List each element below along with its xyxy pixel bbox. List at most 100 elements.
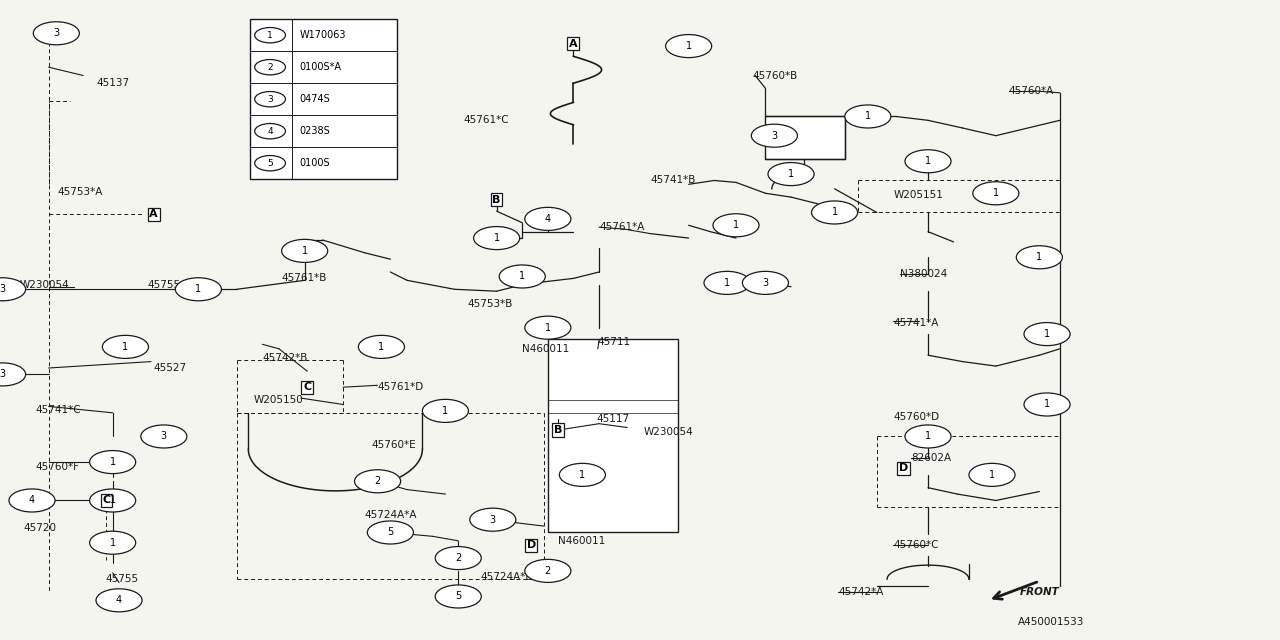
Text: D: D bbox=[899, 463, 909, 474]
Text: 4: 4 bbox=[29, 495, 35, 506]
Bar bbox=[548, 339, 678, 532]
Text: 1: 1 bbox=[686, 41, 691, 51]
Circle shape bbox=[102, 335, 148, 358]
Text: 1: 1 bbox=[832, 207, 837, 218]
Text: 45742*A: 45742*A bbox=[838, 587, 883, 597]
Text: 0474S: 0474S bbox=[300, 94, 330, 104]
Text: C: C bbox=[102, 495, 110, 506]
Text: 45753*B: 45753*B bbox=[467, 299, 512, 309]
Text: 0100S: 0100S bbox=[300, 158, 330, 168]
Circle shape bbox=[499, 265, 545, 288]
Circle shape bbox=[255, 124, 285, 139]
Text: 5: 5 bbox=[268, 159, 273, 168]
Circle shape bbox=[559, 463, 605, 486]
Text: 45760*E: 45760*E bbox=[371, 440, 416, 450]
Text: 45137: 45137 bbox=[96, 78, 129, 88]
Text: 2: 2 bbox=[375, 476, 380, 486]
Text: 1: 1 bbox=[123, 342, 128, 352]
Text: 1: 1 bbox=[580, 470, 585, 480]
Circle shape bbox=[175, 278, 221, 301]
Circle shape bbox=[255, 92, 285, 107]
Text: 1: 1 bbox=[379, 342, 384, 352]
Text: 45724A*A: 45724A*A bbox=[365, 510, 417, 520]
Text: 3: 3 bbox=[763, 278, 768, 288]
Text: 1: 1 bbox=[110, 495, 115, 506]
Text: W170063: W170063 bbox=[300, 30, 346, 40]
Text: 4: 4 bbox=[545, 214, 550, 224]
Circle shape bbox=[422, 399, 468, 422]
Circle shape bbox=[9, 489, 55, 512]
Text: 45760*C: 45760*C bbox=[893, 540, 940, 550]
Text: W230054: W230054 bbox=[644, 427, 694, 437]
Circle shape bbox=[1024, 393, 1070, 416]
Text: 0100S*A: 0100S*A bbox=[300, 62, 342, 72]
Circle shape bbox=[525, 559, 571, 582]
Circle shape bbox=[141, 425, 187, 448]
Text: 1: 1 bbox=[865, 111, 870, 122]
Text: 0238S: 0238S bbox=[300, 126, 330, 136]
Text: 1: 1 bbox=[989, 470, 995, 480]
Text: 3: 3 bbox=[772, 131, 777, 141]
Text: 1: 1 bbox=[520, 271, 525, 282]
Text: C: C bbox=[303, 382, 311, 392]
Text: 45753*A: 45753*A bbox=[58, 187, 102, 197]
Circle shape bbox=[973, 182, 1019, 205]
Text: 45760*D: 45760*D bbox=[893, 412, 940, 422]
Text: W205150: W205150 bbox=[253, 395, 303, 405]
Text: B: B bbox=[493, 195, 500, 205]
Text: 45741*B: 45741*B bbox=[650, 175, 695, 186]
Text: N460011: N460011 bbox=[558, 536, 605, 546]
Text: 45117: 45117 bbox=[596, 414, 630, 424]
Text: 3: 3 bbox=[161, 431, 166, 442]
Circle shape bbox=[255, 156, 285, 171]
Text: 1: 1 bbox=[110, 457, 115, 467]
Text: 1: 1 bbox=[788, 169, 794, 179]
Circle shape bbox=[713, 214, 759, 237]
Circle shape bbox=[0, 363, 26, 386]
Circle shape bbox=[905, 150, 951, 173]
Text: 2: 2 bbox=[268, 63, 273, 72]
Circle shape bbox=[1024, 323, 1070, 346]
Bar bbox=[250, 19, 397, 179]
Circle shape bbox=[282, 239, 328, 262]
Text: W205151: W205151 bbox=[893, 190, 943, 200]
Circle shape bbox=[0, 278, 26, 301]
Text: 45761*A: 45761*A bbox=[599, 222, 644, 232]
Circle shape bbox=[905, 425, 951, 448]
Circle shape bbox=[666, 35, 712, 58]
Text: A: A bbox=[150, 209, 157, 220]
Text: 45761*B: 45761*B bbox=[282, 273, 326, 284]
Circle shape bbox=[474, 227, 520, 250]
Circle shape bbox=[704, 271, 750, 294]
Circle shape bbox=[255, 28, 285, 43]
Text: B: B bbox=[554, 425, 562, 435]
Circle shape bbox=[90, 489, 136, 512]
Text: 45720: 45720 bbox=[23, 523, 56, 533]
Circle shape bbox=[1016, 246, 1062, 269]
Circle shape bbox=[470, 508, 516, 531]
Text: 1: 1 bbox=[724, 278, 730, 288]
Text: 3: 3 bbox=[0, 284, 5, 294]
Text: 45724A*B: 45724A*B bbox=[480, 572, 532, 582]
Text: 1: 1 bbox=[733, 220, 739, 230]
Circle shape bbox=[358, 335, 404, 358]
Circle shape bbox=[525, 207, 571, 230]
Circle shape bbox=[90, 451, 136, 474]
Text: 2: 2 bbox=[456, 553, 461, 563]
Text: N380024: N380024 bbox=[900, 269, 947, 279]
Text: 1: 1 bbox=[443, 406, 448, 416]
Circle shape bbox=[255, 60, 285, 75]
Text: 1: 1 bbox=[110, 538, 115, 548]
Text: A450001533: A450001533 bbox=[1018, 617, 1084, 627]
Text: 45760*B: 45760*B bbox=[753, 70, 797, 81]
Text: 3: 3 bbox=[490, 515, 495, 525]
Circle shape bbox=[742, 271, 788, 294]
Text: 1: 1 bbox=[302, 246, 307, 256]
Text: 45741*C: 45741*C bbox=[36, 404, 82, 415]
Circle shape bbox=[90, 531, 136, 554]
Circle shape bbox=[367, 521, 413, 544]
Text: 1: 1 bbox=[268, 31, 273, 40]
Text: FRONT: FRONT bbox=[1020, 587, 1060, 597]
Text: 45760*A: 45760*A bbox=[1009, 86, 1053, 96]
Text: 5: 5 bbox=[388, 527, 393, 538]
